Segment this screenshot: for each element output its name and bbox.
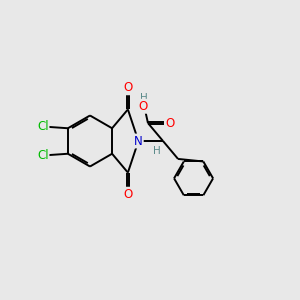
- Text: Cl: Cl: [37, 120, 49, 133]
- Text: O: O: [138, 100, 148, 113]
- Text: H: H: [140, 93, 147, 103]
- Text: N: N: [134, 134, 143, 148]
- Text: O: O: [123, 81, 133, 94]
- Text: Cl: Cl: [37, 149, 49, 162]
- Text: O: O: [165, 117, 174, 130]
- Text: H: H: [152, 146, 160, 156]
- Text: O: O: [123, 188, 133, 201]
